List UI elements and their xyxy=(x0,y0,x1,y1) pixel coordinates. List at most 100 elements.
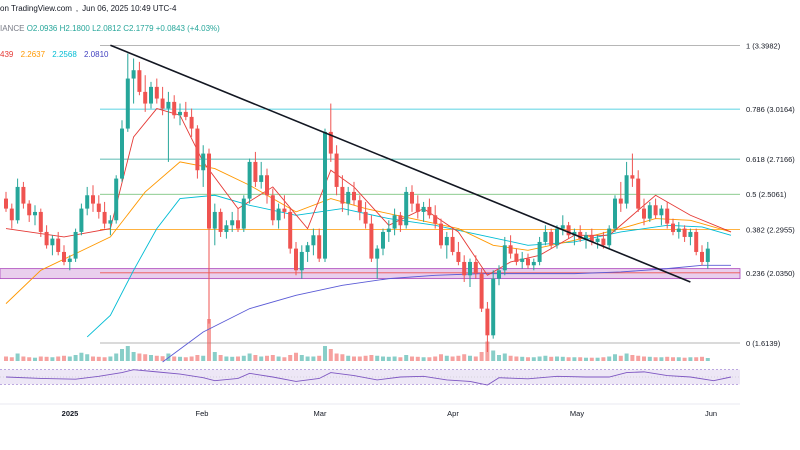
volume-bar xyxy=(114,353,119,361)
candle-body xyxy=(189,116,194,129)
chart-title: on TradingView.com, Jun 06, 2025 10:49 UT… xyxy=(0,4,177,13)
volume-bar xyxy=(369,355,374,361)
candle-body xyxy=(73,231,78,259)
ohlc-readout: IANCE O2.0936 H2.1800 L2.0812 C2.1779 +0… xyxy=(0,24,220,33)
volume-bar xyxy=(624,353,629,361)
volume-bar xyxy=(375,355,380,361)
volume-bar xyxy=(705,358,710,361)
volume-bar xyxy=(514,356,519,361)
volume-bar xyxy=(27,357,32,361)
source-text: on TradingView.com xyxy=(0,4,72,13)
volume-bar xyxy=(328,349,333,361)
candle-body xyxy=(676,228,681,232)
candle-body xyxy=(595,238,600,242)
volume-bar xyxy=(265,355,269,361)
candle-body xyxy=(479,273,484,309)
volume-bar xyxy=(91,356,95,361)
candle-body xyxy=(404,191,409,226)
datetime-text: Jun 06, 2025 10:49 UTC-4 xyxy=(82,4,177,13)
volume-bar xyxy=(201,355,206,361)
candle-body xyxy=(241,198,246,229)
candle-body xyxy=(207,153,211,229)
candle-body xyxy=(15,186,20,221)
x-tick-label-1: Feb xyxy=(196,409,209,418)
candle-body xyxy=(415,203,420,212)
volume-bar xyxy=(317,355,322,361)
fib-level-label-4: 0.382 (2.2955) xyxy=(746,225,795,234)
volume-bar xyxy=(323,346,327,361)
volume-bar xyxy=(682,357,687,361)
volume-bar xyxy=(694,357,699,361)
volume-bar xyxy=(189,356,194,361)
candle-body xyxy=(497,270,501,279)
candle-body xyxy=(688,231,693,237)
candle-body xyxy=(230,220,235,226)
candle-body xyxy=(282,208,287,212)
volume-bar xyxy=(340,354,345,361)
candle-body xyxy=(543,231,548,242)
candle-body xyxy=(485,308,490,336)
candle-body xyxy=(96,203,101,212)
volume-bar xyxy=(584,357,588,361)
x-tick-label-4: May xyxy=(570,409,584,418)
candle-body xyxy=(183,111,188,117)
candle-body xyxy=(572,231,577,236)
volume-bar xyxy=(607,356,612,361)
volume-bar xyxy=(543,355,548,361)
candle-body xyxy=(410,191,414,204)
candle-body xyxy=(125,78,130,129)
volume-bar xyxy=(334,353,339,361)
volume-bar xyxy=(700,356,704,361)
volume-bar xyxy=(618,355,623,361)
candle-body xyxy=(27,203,32,216)
x-tick-label-5: Jun xyxy=(705,409,717,418)
volume-bar xyxy=(427,357,432,361)
candle-body xyxy=(566,225,571,236)
volume-bar xyxy=(537,356,542,361)
fib-level-label-6: 0 (1.6139) xyxy=(746,339,781,348)
candle-body xyxy=(549,231,554,246)
candle-body xyxy=(323,131,327,259)
candle-body xyxy=(328,131,333,154)
volume-bar xyxy=(346,355,351,361)
candle-body xyxy=(659,208,664,216)
volume-bar xyxy=(688,357,693,361)
volume-bar xyxy=(85,354,90,361)
candle-body xyxy=(671,223,675,232)
volume-bar xyxy=(230,356,235,361)
candle-body xyxy=(375,248,380,259)
candle-body xyxy=(247,161,252,199)
volume-bar xyxy=(38,356,43,361)
candle-body xyxy=(607,228,612,246)
candle-body xyxy=(462,261,467,276)
candle-body xyxy=(433,215,438,224)
candle-body xyxy=(642,208,646,219)
candle-body xyxy=(236,220,240,229)
volume-bar xyxy=(143,354,148,361)
open-value: O2.0936 xyxy=(26,24,58,33)
volume-bar xyxy=(253,355,258,361)
candle-body xyxy=(288,211,293,249)
rsi-line xyxy=(5,369,732,386)
candle-body xyxy=(102,211,107,224)
candle-body xyxy=(160,98,165,109)
candle-body xyxy=(502,245,507,271)
candle-body xyxy=(381,231,385,249)
ma-value-cyan: 2.2568 xyxy=(52,50,77,59)
volume-bar xyxy=(305,356,310,361)
volume-bar xyxy=(671,357,675,361)
candle-body xyxy=(514,253,519,262)
ema-100-line xyxy=(86,194,732,338)
x-tick-label-3: Apr xyxy=(447,409,459,418)
candle-body xyxy=(555,228,559,246)
candle-body xyxy=(694,231,699,252)
candle-body xyxy=(62,251,66,262)
candle-body xyxy=(276,208,281,221)
candle-body xyxy=(224,225,229,232)
volume-bar xyxy=(79,352,84,361)
volume-bar xyxy=(444,355,449,361)
volume-bar xyxy=(73,355,78,361)
candle-body xyxy=(613,198,617,229)
volume-bar xyxy=(630,355,635,361)
